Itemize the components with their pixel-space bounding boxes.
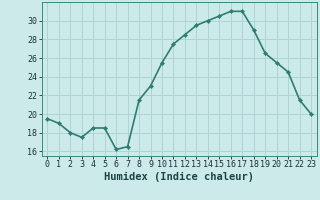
X-axis label: Humidex (Indice chaleur): Humidex (Indice chaleur) (104, 172, 254, 182)
